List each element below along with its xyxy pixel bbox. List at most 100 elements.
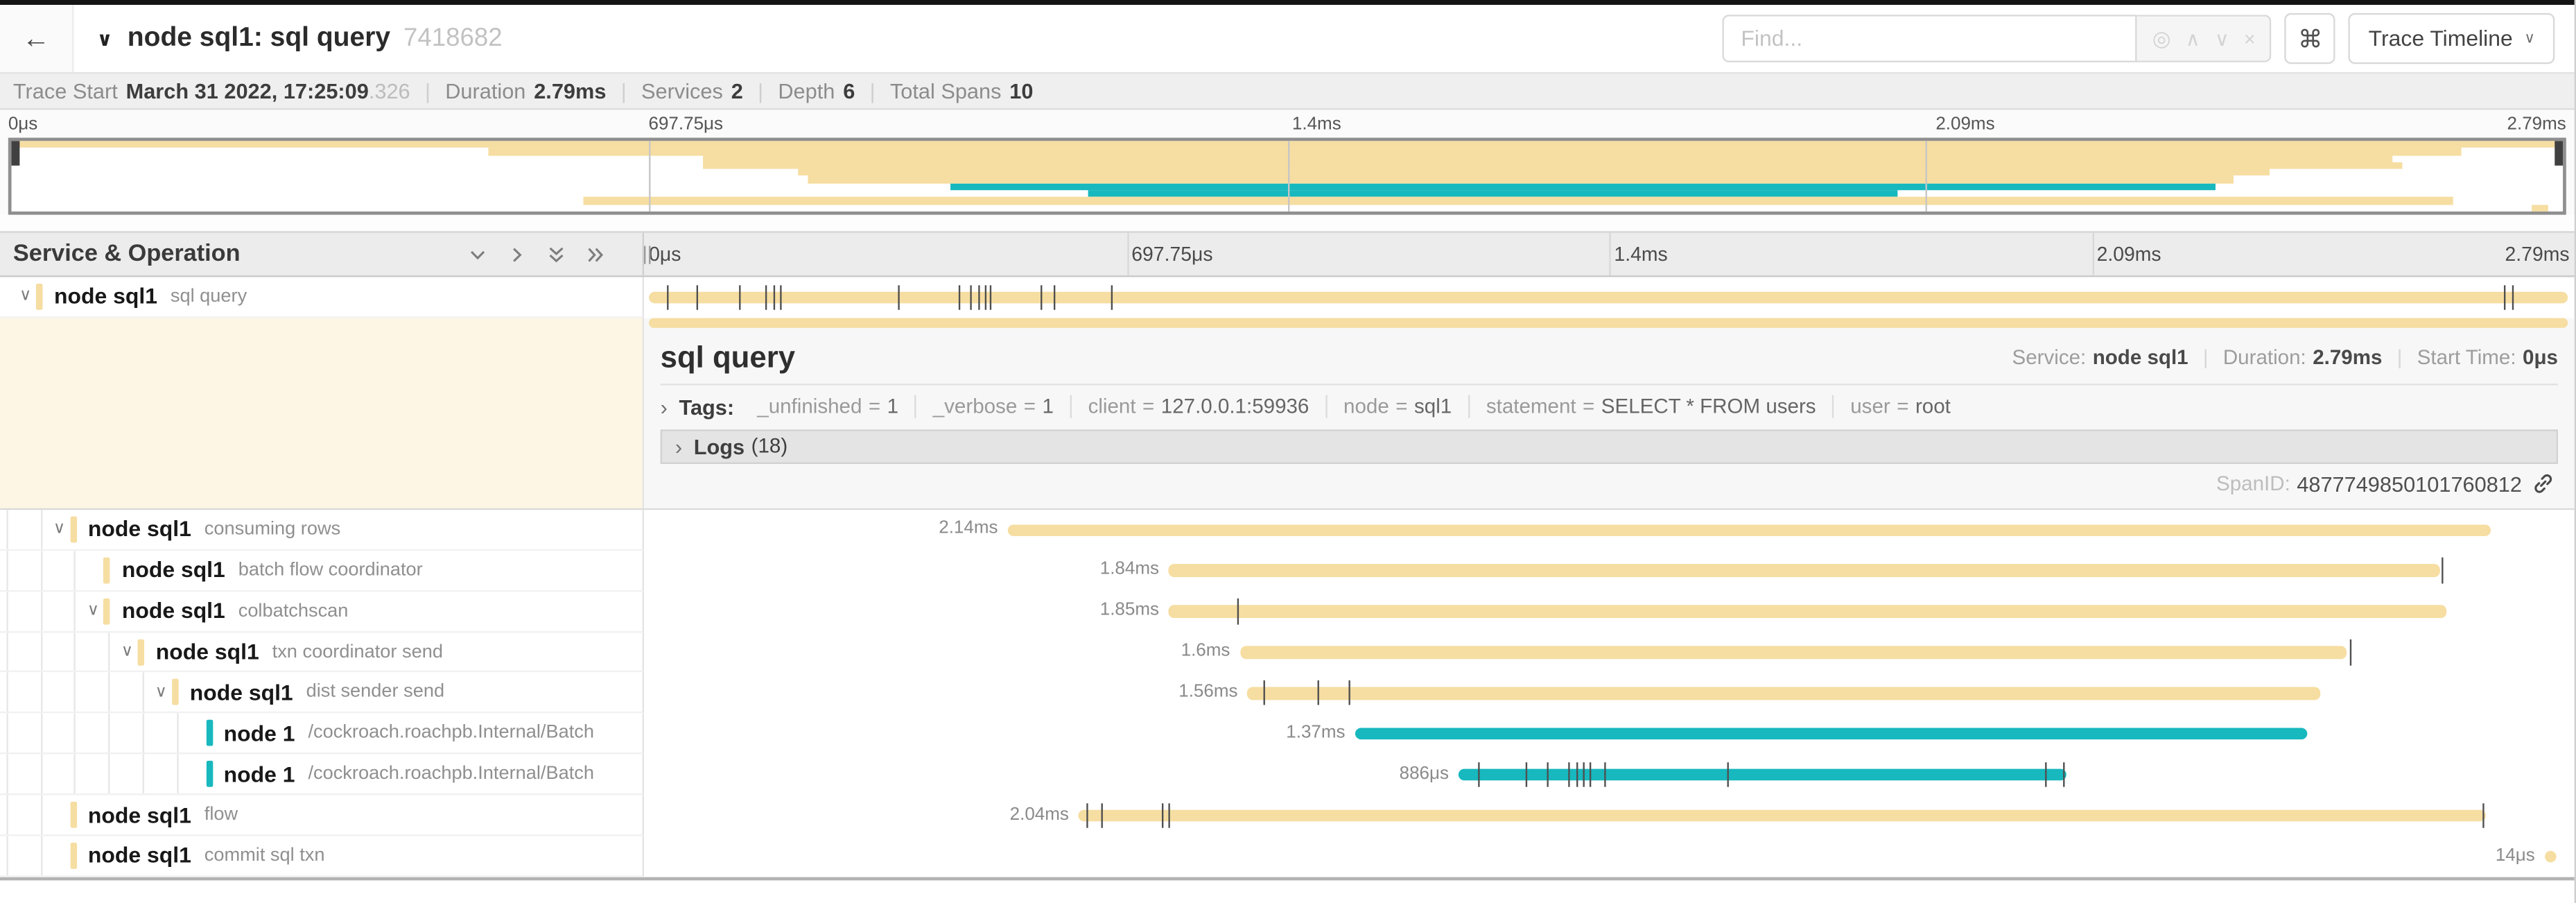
log-marker[interactable] [2512, 284, 2514, 310]
operation-name: txn coordinator send [272, 642, 443, 662]
span-tree-item[interactable]: node sql1 commit sql txn [0, 836, 645, 877]
log-marker[interactable] [2504, 284, 2507, 310]
collapse-all-icon[interactable] [546, 243, 567, 265]
indent-guide [142, 754, 144, 794]
log-marker[interactable] [979, 284, 981, 310]
view-select-button[interactable]: Trace Timeline ∨ [2349, 12, 2555, 64]
focus-match-icon[interactable]: ◎ [2152, 26, 2171, 51]
span-bar-row[interactable]: 1.6ms [644, 632, 2575, 673]
span-bar[interactable] [1007, 524, 2491, 536]
log-marker[interactable] [2349, 639, 2351, 665]
clear-search-icon[interactable]: × [2243, 27, 2256, 51]
span-bar[interactable] [1079, 809, 2486, 822]
span-bar[interactable] [2544, 850, 2557, 863]
log-marker[interactable] [2046, 762, 2048, 788]
span-tree-item[interactable]: node 1/cockroach.roachpb.Internal/Batch [0, 714, 645, 755]
log-marker[interactable] [1477, 762, 1480, 788]
keyboard-shortcuts-button[interactable]: ⌘ [2285, 12, 2336, 64]
minimap-right-handle[interactable] [2555, 141, 2564, 166]
collapse-one-icon[interactable] [467, 243, 489, 265]
span-bar-row[interactable] [644, 277, 2575, 318]
span-tree-item[interactable]: node 1/cockroach.roachpb.Internal/Batch [0, 754, 645, 796]
span-bar-row[interactable]: 1.85ms [644, 592, 2575, 633]
log-marker[interactable] [774, 284, 776, 310]
minimap-left-handle[interactable] [11, 141, 20, 166]
link-icon[interactable] [2532, 473, 2555, 496]
span-bar[interactable] [1169, 605, 2447, 618]
log-marker[interactable] [1604, 762, 1606, 788]
tag-value: SELECT * FROM users [1601, 395, 1816, 419]
chevron-down-icon[interactable]: ∨ [155, 683, 168, 702]
expand-all-icon[interactable] [585, 243, 607, 265]
tick-label: 2.09ms [1935, 114, 1995, 135]
span-tree-item[interactable]: ∨ node sql1 dist sender send [0, 673, 645, 714]
collapse-caret-icon[interactable]: ∨ [96, 27, 113, 51]
span-bar[interactable] [1355, 728, 2307, 741]
chevron-down-icon[interactable]: ∨ [53, 520, 66, 539]
log-marker[interactable] [1161, 802, 1163, 829]
log-marker[interactable] [969, 284, 971, 310]
log-marker[interactable] [1040, 284, 1043, 310]
log-marker[interactable] [1576, 762, 1578, 788]
trace-title-wrap[interactable]: ∨ node sql1: sql query 7418682 [96, 23, 1723, 54]
span-bar-row[interactable]: 1.56ms [644, 673, 2575, 714]
span-tree-item[interactable]: ∨ node sql1 sql query [0, 277, 645, 318]
minimap-canvas[interactable] [8, 137, 2566, 215]
tags-row[interactable]: › Tags: _unfinished = 1 _verbose = 1 client = 12… [661, 385, 2558, 429]
log-marker[interactable] [2063, 762, 2065, 788]
chevron-down-icon[interactable]: ∨ [87, 601, 100, 620]
span-tree-item[interactable]: node sql1 batch flow coordinator [0, 550, 645, 592]
log-marker[interactable] [765, 284, 768, 310]
log-marker[interactable] [1054, 284, 1056, 310]
span-tree-item[interactable]: node sql1 flow [0, 795, 645, 836]
log-marker[interactable] [665, 284, 668, 310]
log-marker[interactable] [984, 284, 986, 310]
span-bar[interactable] [1239, 646, 2347, 659]
logs-row[interactable]: › Logs (18) [660, 429, 2559, 464]
next-match-icon[interactable]: ∨ [2214, 27, 2229, 51]
span-bar-row[interactable]: 2.14ms [644, 510, 2575, 551]
log-marker[interactable] [779, 284, 781, 310]
log-marker[interactable] [1547, 762, 1549, 788]
log-marker[interactable] [1589, 762, 1591, 788]
span-bar[interactable] [1169, 565, 2439, 577]
span-bar[interactable] [649, 291, 2568, 304]
span-bar-row[interactable]: 886μs [644, 755, 2575, 796]
log-marker[interactable] [1568, 762, 1570, 788]
log-marker[interactable] [990, 284, 993, 310]
log-marker[interactable] [1169, 802, 1171, 829]
panel-resize-grip[interactable] [644, 246, 651, 264]
log-marker[interactable] [1111, 284, 1113, 310]
indent-guide [6, 509, 8, 549]
log-marker[interactable] [1526, 762, 1528, 788]
span-tree-item[interactable]: ∨ node sql1 txn coordinator send [0, 632, 645, 673]
find-input[interactable] [1723, 15, 2138, 62]
span-bar-row[interactable]: 1.84ms [644, 551, 2575, 592]
log-marker[interactable] [1583, 762, 1585, 788]
log-marker[interactable] [1102, 802, 1104, 829]
chevron-down-icon[interactable]: ∨ [121, 642, 134, 661]
span-tree-item[interactable]: ∨ node sql1 colbatchscan [0, 591, 645, 633]
log-marker[interactable] [2441, 558, 2443, 584]
span-bar-row[interactable]: 14μs [644, 836, 2575, 877]
span-tree-item[interactable]: ∨ node sql1 consuming rows [0, 509, 645, 551]
chevron-down-icon[interactable]: ∨ [19, 287, 32, 306]
log-marker[interactable] [957, 284, 960, 310]
span-bar-row[interactable]: 1.37ms [644, 714, 2575, 755]
span-bar[interactable] [1459, 768, 2067, 781]
log-marker[interactable] [2483, 802, 2485, 829]
log-marker[interactable] [1237, 599, 1240, 624]
log-marker[interactable] [1349, 680, 1351, 706]
log-marker[interactable] [1316, 680, 1319, 706]
prev-match-icon[interactable]: ∧ [2185, 27, 2200, 51]
log-marker[interactable] [898, 284, 900, 310]
log-marker[interactable] [1262, 680, 1265, 706]
log-marker[interactable] [1086, 802, 1088, 829]
back-button[interactable]: ← [0, 5, 74, 73]
log-marker[interactable] [739, 284, 741, 310]
log-marker[interactable] [697, 284, 699, 310]
span-bar[interactable] [1247, 687, 2321, 700]
expand-one-icon[interactable] [506, 243, 528, 265]
log-marker[interactable] [1727, 762, 1730, 788]
span-bar-row[interactable]: 2.04ms [644, 796, 2575, 836]
